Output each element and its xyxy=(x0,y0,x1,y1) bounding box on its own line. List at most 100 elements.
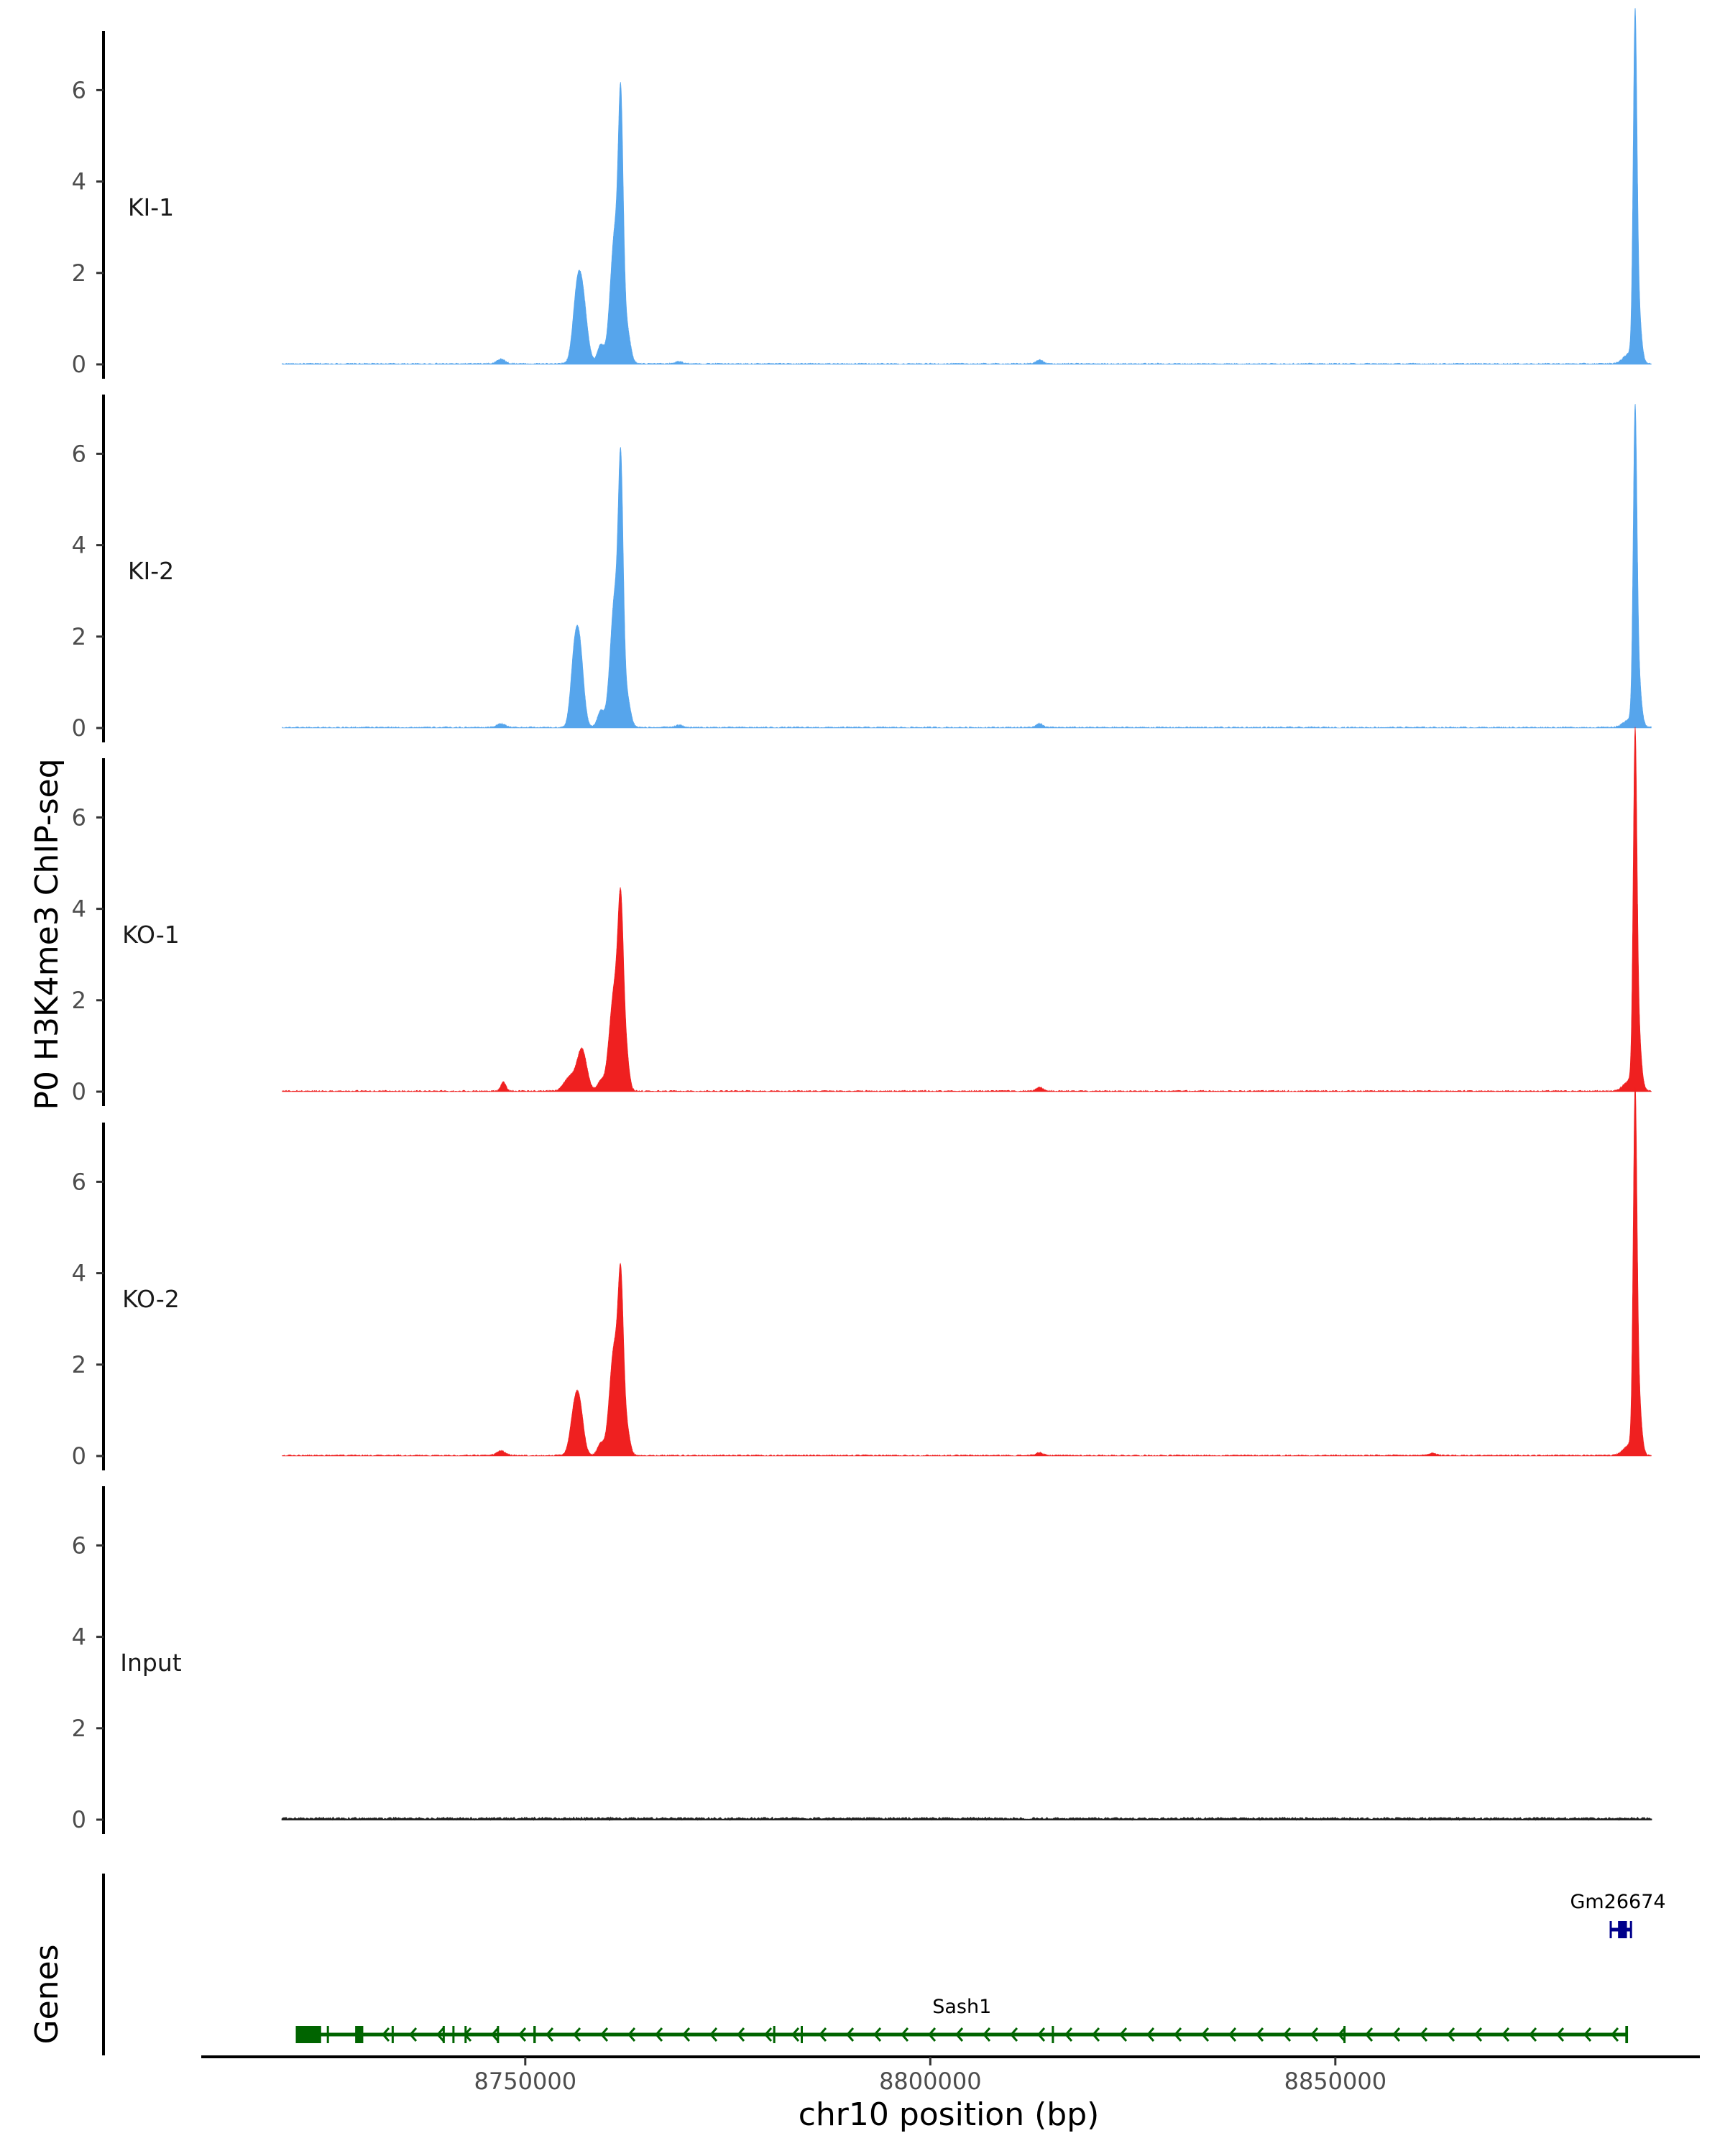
x-tick-label: 8850000 xyxy=(1284,2068,1387,2095)
strand-arrow xyxy=(572,2027,581,2042)
track-ki-2: 0 2 4 6 KI-2 xyxy=(72,395,1652,742)
exon xyxy=(1052,2026,1054,2043)
strand-arrow xyxy=(681,2027,691,2042)
exon xyxy=(533,2026,536,2043)
strand-arrow xyxy=(1583,2027,1592,2042)
y-tick-label: 4 xyxy=(72,168,86,195)
y-tick-label: 2 xyxy=(72,987,86,1014)
exon xyxy=(1343,2026,1346,2043)
y-tick-label: 6 xyxy=(72,440,86,467)
x-tick-label: 8750000 xyxy=(474,2068,577,2095)
gene-sash1: Sash1 xyxy=(295,1996,1629,2043)
strand-arrow xyxy=(1310,2027,1319,2042)
strand-arrow xyxy=(1446,2027,1455,2042)
track-label: KO-2 xyxy=(122,1285,180,1313)
exon xyxy=(497,2026,500,2043)
exon xyxy=(326,2026,329,2043)
track-input: 0 2 4 6 Input xyxy=(72,1486,1652,1834)
exon xyxy=(801,2026,803,2043)
genes-track-title: Genes xyxy=(29,1944,65,2044)
strand-arrow xyxy=(518,2027,527,2042)
strand-arrow xyxy=(873,2027,882,2042)
strand-arrow xyxy=(1255,2027,1264,2042)
track-label: Input xyxy=(120,1649,182,1677)
strand-arrow xyxy=(408,2027,418,2042)
strand-arrow xyxy=(1118,2027,1128,2042)
strand-arrow xyxy=(1392,2027,1401,2042)
strand-arrow xyxy=(1282,2027,1292,2042)
strand-arrow xyxy=(599,2027,609,2042)
gene-gm26674: Gm26674 xyxy=(1570,1891,1666,1938)
strand-arrow xyxy=(763,2027,773,2042)
track-ko-2: 0 2 4 6 KO-2 xyxy=(72,1083,1652,1470)
y-tick-label: 4 xyxy=(72,532,86,559)
strand-arrow xyxy=(954,2027,964,2042)
exon xyxy=(442,2026,445,2043)
strand-arrow xyxy=(1610,2027,1619,2042)
y-tick-label: 2 xyxy=(72,1351,86,1378)
y-tick-label: 4 xyxy=(72,895,86,923)
x-axis: 8750000 8800000 8850000 xyxy=(201,2055,1700,2095)
strand-arrow xyxy=(900,2027,909,2042)
strand-arrow xyxy=(436,2027,445,2042)
strand-arrow xyxy=(1064,2027,1073,2042)
y-tick-label: 2 xyxy=(72,1715,86,1742)
gene-label: Gm26674 xyxy=(1570,1891,1665,1913)
gene-label: Sash1 xyxy=(932,1996,991,2018)
strand-arrow xyxy=(654,2027,663,2042)
strand-arrow xyxy=(1173,2027,1182,2042)
y-tick-label: 0 xyxy=(72,351,86,378)
strand-arrow xyxy=(381,2027,390,2042)
strand-arrow xyxy=(1473,2027,1483,2042)
strand-arrow xyxy=(463,2027,472,2042)
strand-arrow xyxy=(845,2027,855,2042)
strand-arrow xyxy=(1228,2027,1237,2042)
exon xyxy=(1618,1921,1627,1938)
strand-arrow xyxy=(1036,2027,1046,2042)
strand-arrow xyxy=(927,2027,937,2042)
x-tick-label: 8800000 xyxy=(879,2068,982,2095)
exon xyxy=(1625,2026,1628,2043)
strand-arrow xyxy=(791,2027,800,2042)
signal-tracks: 0 2 4 6 KI-1 0 2 4 6 KI-2 0 2 4 6 KO-1 0 2 4 6 KO-2 0 2 4 6 Inpu… xyxy=(72,8,1652,1834)
strand-arrow xyxy=(1009,2027,1018,2042)
signal-area-ki-2 xyxy=(282,403,1652,729)
strand-arrow xyxy=(490,2027,500,2042)
strand-arrow xyxy=(736,2027,745,2042)
strand-arrow xyxy=(1528,2027,1537,2042)
strand-arrow xyxy=(1501,2027,1510,2042)
y-tick-label: 0 xyxy=(72,1442,86,1470)
strand-arrow xyxy=(1364,2027,1374,2042)
y-tick-label: 4 xyxy=(72,1260,86,1287)
strand-arrow xyxy=(1146,2027,1155,2042)
signal-area-input xyxy=(281,1816,1652,1822)
exon xyxy=(773,2026,776,2043)
signal-area-ko-1 xyxy=(282,727,1652,1092)
strand-arrow xyxy=(1337,2027,1346,2042)
exon xyxy=(452,2026,455,2043)
y-tick-label: 0 xyxy=(72,714,86,742)
strand-arrow xyxy=(1419,2027,1428,2042)
strand-arrow xyxy=(818,2027,827,2042)
track-ki-1: 0 2 4 6 KI-1 xyxy=(72,8,1652,379)
y-tick-label: 2 xyxy=(72,259,86,287)
strand-arrow xyxy=(627,2027,636,2042)
y-tick-label: 6 xyxy=(72,1531,86,1559)
track-label: KO-1 xyxy=(122,921,180,949)
exon xyxy=(391,2026,394,2043)
strand-arrow xyxy=(545,2027,554,2042)
strand-arrow xyxy=(1091,2027,1100,2042)
y-tick-label: 6 xyxy=(72,1168,86,1195)
gene-annotation-track: Sash1 Gm26674 xyxy=(102,1874,1666,2055)
y-tick-label: 0 xyxy=(72,1806,86,1833)
strand-arrow xyxy=(1200,2027,1210,2042)
track-ko-1: 0 2 4 6 KO-1 xyxy=(72,727,1652,1106)
strand-arrow xyxy=(709,2027,718,2042)
exon xyxy=(296,2026,321,2043)
strand-arrow xyxy=(982,2027,991,2042)
y-tick-label: 2 xyxy=(72,623,86,650)
y-tick-label: 6 xyxy=(72,803,86,831)
track-label: KI-1 xyxy=(128,193,174,221)
x-axis-title: chr10 position (bp) xyxy=(799,2096,1100,2133)
